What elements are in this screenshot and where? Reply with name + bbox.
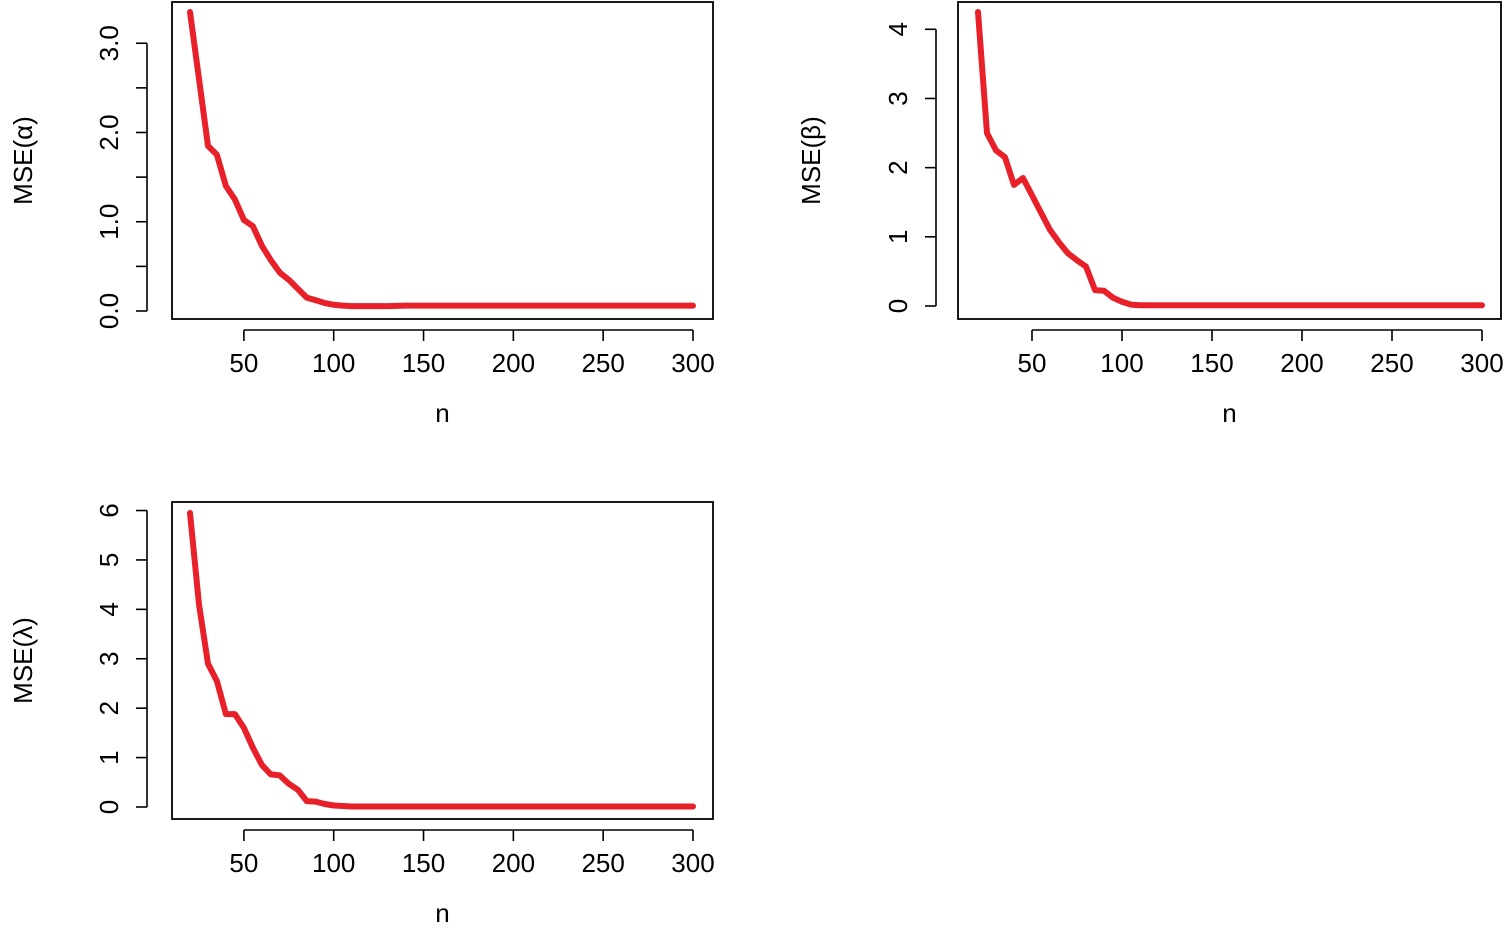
series-line xyxy=(187,510,696,810)
series-line xyxy=(975,9,1485,309)
x-tick-label: 250 xyxy=(581,848,624,878)
x-tick-label: 50 xyxy=(229,848,258,878)
x-axis-title: n xyxy=(1222,398,1236,428)
x-tick-label: 300 xyxy=(671,848,714,878)
y-tick-label: 0.0 xyxy=(94,293,124,329)
y-tick-label: 2 xyxy=(94,701,124,715)
x-tick-label: 150 xyxy=(1190,348,1233,378)
x-tick-label: 300 xyxy=(671,348,714,378)
x-tick-label: 100 xyxy=(312,848,355,878)
y-axis-title: MSE(α) xyxy=(8,116,38,205)
chart-panel: 50 100 150 200 250 300 0 1 2 3 4 5 6 n MSE(λ) xyxy=(8,501,715,928)
series-line xyxy=(187,9,696,310)
y-tick-label: 3.0 xyxy=(94,25,124,61)
y-tick-label: 3 xyxy=(94,652,124,666)
x-tick-label: 150 xyxy=(402,848,445,878)
y-tick-label: 1.0 xyxy=(94,204,124,240)
x-tick-label: 250 xyxy=(581,348,624,378)
y-tick-label: 6 xyxy=(94,503,124,517)
chart-panel: 50 100 150 200 250 300 0.0 1.0 2.0 3.0 n MSE(α) xyxy=(8,1,715,428)
x-tick-label: 200 xyxy=(492,848,535,878)
x-tick-label: 50 xyxy=(1018,348,1047,378)
x-axis-title: n xyxy=(435,398,449,428)
plot-frame xyxy=(171,1,714,320)
y-tick-label: 1 xyxy=(883,230,913,244)
y-tick-label: 0 xyxy=(94,800,124,814)
plot-frame xyxy=(957,1,1502,320)
x-tick-label: 300 xyxy=(1460,348,1503,378)
y-tick-label: 2.0 xyxy=(94,114,124,150)
y-tick-label: 0 xyxy=(883,299,913,313)
x-tick-label: 150 xyxy=(402,348,445,378)
x-tick-label: 100 xyxy=(1100,348,1143,378)
x-tick-label: 200 xyxy=(1280,348,1323,378)
y-tick-label: 1 xyxy=(94,750,124,764)
x-tick-label: 100 xyxy=(312,348,355,378)
x-tick-label: 250 xyxy=(1370,348,1413,378)
y-axis-title: MSE(β) xyxy=(796,116,826,205)
x-tick-label: 200 xyxy=(492,348,535,378)
y-axis-title: MSE(λ) xyxy=(8,617,38,704)
x-axis-title: n xyxy=(435,898,449,928)
chart-panel: 50 100 150 200 250 300 0 1 2 3 4 n MSE(β) xyxy=(796,1,1504,428)
y-tick-label: 5 xyxy=(94,553,124,567)
y-tick-label: 3 xyxy=(883,91,913,105)
y-tick-label: 2 xyxy=(883,160,913,174)
y-tick-label: 4 xyxy=(883,22,913,36)
y-tick-label: 4 xyxy=(94,602,124,616)
x-tick-label: 50 xyxy=(229,348,258,378)
plot-frame xyxy=(171,501,714,820)
